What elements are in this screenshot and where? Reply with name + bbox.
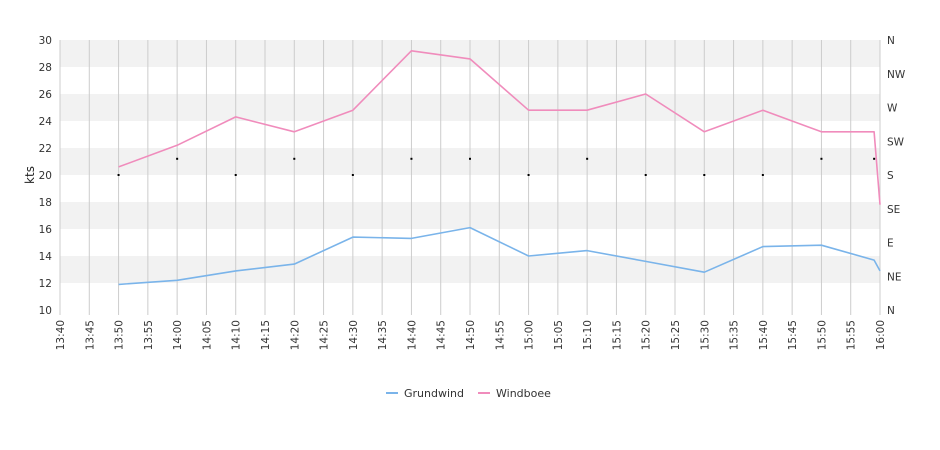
- direction-point: [820, 157, 823, 160]
- series-line-windboee: [118, 50, 881, 205]
- legend[interactable]: Grundwind Windboee: [386, 387, 551, 400]
- x-tick-label: 15:25: [670, 320, 682, 350]
- x-axis: 13:40 13:45 13:50 13:55 14:00 14:05 14:10 14:15…: [55, 320, 887, 350]
- x-tick-label: 15:35: [729, 320, 741, 350]
- vertical-gridlines: [59, 40, 881, 315]
- y-tick-label: 10: [39, 305, 52, 317]
- x-tick-label: 14:25: [319, 320, 331, 350]
- direction-tick-label: N: [887, 35, 895, 47]
- x-tick-label: 15:20: [641, 320, 653, 350]
- y-axis-right: N NE E SE S SW W NW N: [887, 35, 906, 317]
- y-axis-label: kts: [23, 166, 37, 184]
- direction-tick-label: NW: [887, 69, 906, 81]
- y-tick-label: 26: [39, 89, 53, 101]
- direction-point: [703, 174, 706, 176]
- direction-tick-label: N: [887, 305, 895, 317]
- x-tick-label: 15:05: [553, 320, 565, 350]
- direction-point: [873, 157, 876, 160]
- y-tick-label: 12: [39, 278, 52, 290]
- direction-point: [176, 157, 179, 160]
- x-tick-label: 15:30: [699, 320, 711, 350]
- x-tick-label: 14:30: [348, 320, 360, 350]
- direction-tick-label: SE: [887, 204, 900, 216]
- direction-point: [410, 157, 413, 160]
- series-lines: [118, 50, 881, 286]
- x-tick-label: 14:55: [494, 320, 506, 350]
- x-tick-label: 14:15: [260, 320, 272, 350]
- direction-point: [644, 174, 647, 176]
- x-tick-label: 14:05: [201, 320, 213, 350]
- x-tick-label: 13:55: [143, 320, 155, 350]
- x-tick-label: 14:50: [465, 320, 477, 350]
- direction-point: [586, 157, 589, 160]
- series-line-grundwind: [118, 226, 881, 286]
- y-tick-label: 20: [39, 170, 52, 182]
- legend-item-windboee[interactable]: Windboee: [478, 387, 551, 400]
- x-tick-label: 15:50: [816, 320, 828, 350]
- direction-point: [293, 157, 296, 160]
- y-tick-label: 16: [39, 224, 53, 236]
- y-tick-label: 14: [39, 251, 53, 263]
- direction-point: [117, 174, 120, 176]
- y-tick-label: 24: [39, 116, 53, 128]
- x-tick-label: 14:00: [172, 320, 184, 350]
- direction-point: [469, 157, 471, 160]
- direction-point: [761, 174, 764, 176]
- x-tick-label: 15:00: [524, 320, 536, 350]
- x-tick-label: 15:40: [758, 320, 770, 350]
- direction-point: [351, 174, 354, 176]
- x-tick-label: 15:10: [582, 320, 594, 350]
- direction-point: [527, 174, 530, 176]
- legend-item-grundwind[interactable]: Grundwind: [386, 387, 464, 400]
- y-axis-left: 10 12 14 16 18 20 22 24 26 28 30: [39, 35, 53, 317]
- direction-tick-label: NE: [887, 271, 902, 283]
- y-tick-label: 28: [39, 62, 52, 74]
- direction-tick-label: E: [887, 238, 894, 250]
- x-tick-label: 16:00: [875, 320, 887, 350]
- x-tick-label: 15:15: [611, 320, 623, 350]
- x-tick-label: 14:35: [377, 320, 389, 350]
- x-tick-label: 15:55: [846, 320, 858, 350]
- x-tick-label: 14:45: [436, 320, 448, 350]
- direction-point: [234, 174, 237, 176]
- x-tick-label: 13:50: [114, 320, 126, 350]
- legend-label: Grundwind: [404, 387, 464, 400]
- direction-tick-label: W: [887, 103, 898, 115]
- x-tick-label: 15:45: [787, 320, 799, 350]
- x-tick-label: 14:20: [289, 320, 301, 350]
- x-tick-label: 13:45: [84, 320, 96, 350]
- x-tick-label: 14:40: [406, 320, 418, 350]
- y-tick-label: 30: [39, 35, 52, 47]
- y-tick-label: 18: [39, 197, 52, 209]
- x-tick-label: 14:10: [231, 320, 243, 350]
- legend-label: Windboee: [496, 387, 551, 400]
- x-tick-label: 13:40: [55, 320, 67, 350]
- direction-tick-label: SW: [887, 136, 905, 148]
- y-tick-label: 22: [39, 143, 52, 155]
- direction-markers: [117, 157, 876, 176]
- direction-tick-label: S: [887, 170, 894, 182]
